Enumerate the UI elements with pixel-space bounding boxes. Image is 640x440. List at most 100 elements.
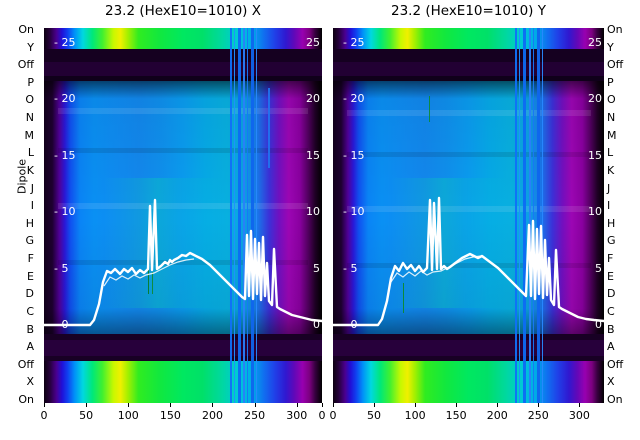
- y-tick-label-10-l: - 10: [54, 205, 76, 219]
- category-tick-a-18: A: [607, 340, 615, 354]
- y-tick-label-5-r: 5: [595, 261, 602, 275]
- x-tick-label-150: 150: [445, 409, 467, 422]
- x-tick-label-300: 300: [286, 409, 308, 422]
- y-tick-label-15-l: - 15: [54, 148, 76, 162]
- x-tick-label-50: 50: [79, 409, 94, 422]
- x-tick-label-150: 150: [159, 409, 181, 422]
- category-tick-n-5: N: [607, 111, 616, 125]
- category-tick-off-2: Off: [17, 58, 34, 72]
- x-tick-label-200: 200: [486, 409, 508, 422]
- y-tick-label-15-l: - 15: [343, 148, 365, 162]
- category-tick-n-5: N: [25, 111, 34, 125]
- x-tick-mark-250: [254, 403, 256, 407]
- y-tick-label-0-l: - 0: [54, 318, 69, 331]
- x-tick-mark-100: [415, 403, 417, 407]
- y-tick-label-15-r: 15: [588, 148, 602, 162]
- trace-line-y: [333, 196, 604, 327]
- y-tick-label-10-r: 10: [306, 205, 320, 219]
- category-axis-right: On Y Off P O N M L K J I H G F E D C B A Off X On: [604, 0, 640, 440]
- heatmap-panel-x[interactable]: - 25 - 20 - 15 - 10 - 5 - 0 25 20 15 10 5 0: [44, 28, 322, 403]
- x-axis-x: 0 50 100 150 200 250 300 0: [41, 403, 326, 437]
- y-tick-label-10-r: 10: [588, 205, 602, 219]
- category-tick-j-9: J: [30, 181, 34, 195]
- trace-line-x: [44, 198, 322, 327]
- category-tick-on-21: On: [18, 393, 34, 406]
- category-tick-on-21: On: [607, 393, 623, 406]
- category-tick-f-13: F: [607, 252, 614, 266]
- category-tick-l-7: L: [607, 146, 614, 160]
- x-tick-mark-300: [579, 403, 581, 407]
- category-tick-on-0: On: [607, 23, 623, 36]
- x-tick-mark-100: [128, 403, 130, 407]
- category-tick-x-20: X: [26, 375, 34, 389]
- category-tick-i-10: I: [607, 199, 611, 213]
- x-tick-label-250: 250: [244, 409, 266, 422]
- category-tick-g-12: G: [607, 234, 616, 248]
- x-tick-mark-150: [170, 403, 172, 407]
- y-tick-label-0-r: 0: [313, 318, 320, 331]
- y-tick-label-0-r: 0: [595, 318, 602, 331]
- x-tick-mark-50: [374, 403, 376, 407]
- x-tick-label-origin-next: 0: [318, 409, 326, 422]
- category-axis-left: On Y Off P O N M L K J I H G F E D C B A Off X On: [0, 0, 36, 440]
- x-tick-label-100: 100: [117, 409, 139, 422]
- category-tick-off-19: Off: [607, 357, 624, 371]
- x-tick-mark-150: [456, 403, 458, 407]
- category-tick-e-14: E: [27, 269, 34, 283]
- category-tick-p-3: P: [607, 75, 614, 89]
- y-tick-label-0-l: - 0: [343, 318, 358, 331]
- category-tick-b-17: B: [26, 322, 34, 336]
- category-tick-k-8: K: [607, 163, 615, 177]
- y-tick-label-10-l: - 10: [343, 205, 365, 219]
- category-tick-g-12: G: [25, 234, 34, 248]
- category-tick-c-16: C: [26, 304, 34, 318]
- heatmap-image-x: [44, 28, 322, 403]
- category-tick-e-14: E: [607, 269, 614, 283]
- y-tick-label-25-l: - 25: [343, 36, 365, 49]
- category-tick-a-18: A: [26, 340, 34, 354]
- y-tick-label-20-l: - 20: [343, 92, 365, 106]
- x-tick-label-0: 0: [329, 409, 337, 422]
- x-tick-mark-0: [44, 403, 45, 407]
- category-tick-m-6: M: [607, 128, 617, 142]
- x-tick-label-250: 250: [527, 409, 549, 422]
- x-tick-label-300: 300: [568, 409, 590, 422]
- category-tick-j-9: J: [607, 181, 611, 195]
- category-tick-l-7: L: [27, 146, 34, 160]
- y-tick-label-15-r: 15: [306, 148, 320, 162]
- y-tick-label-5-l: - 5: [343, 261, 358, 275]
- category-tick-y-1: Y: [607, 40, 614, 54]
- x-tick-label-200: 200: [201, 409, 223, 422]
- category-tick-o-4: O: [607, 93, 616, 107]
- category-tick-o-4: O: [25, 93, 34, 107]
- category-tick-p-3: P: [27, 75, 34, 89]
- x-tick-mark-200: [497, 403, 499, 407]
- heatmap-image-y: [333, 28, 604, 403]
- x-axis-y: 0 50 100 150 200 250 300: [329, 403, 604, 437]
- category-tick-off-19: Off: [17, 357, 34, 371]
- category-tick-d-15: D: [607, 287, 616, 301]
- category-tick-f-13: F: [27, 252, 34, 266]
- category-tick-x-20: X: [607, 375, 615, 389]
- y-tick-label-5-l: - 5: [54, 261, 69, 275]
- panel-title-y: 23.2 (HexE10=1010) Y: [390, 3, 546, 19]
- x-tick-label-100: 100: [404, 409, 426, 422]
- x-tick-mark-50: [86, 403, 88, 407]
- category-tick-d-15: D: [25, 287, 34, 301]
- y-tick-label-25-r: 25: [306, 36, 320, 49]
- y-tick-label-5-r: 5: [313, 261, 320, 275]
- category-tick-y-1: Y: [27, 40, 34, 54]
- category-tick-k-8: K: [26, 163, 34, 177]
- panel-title-x: 23.2 (HexE10=1010) X: [104, 3, 261, 19]
- x-tick-mark-300: [296, 403, 298, 407]
- category-tick-h-11: H: [25, 216, 34, 230]
- category-tick-i-10: I: [30, 199, 34, 213]
- heatmap-panel-y[interactable]: - 25 - 20 - 15 - 10 - 5 - 0 25 20 15 10 5 0: [333, 28, 604, 403]
- y-tick-label-20-r: 20: [306, 92, 320, 106]
- x-tick-mark-origin-next: [322, 403, 323, 407]
- category-tick-m-6: M: [24, 128, 35, 142]
- y-tick-label-25-r: 25: [588, 36, 602, 49]
- y-tick-label-20-l: - 20: [54, 92, 76, 106]
- category-tick-h-11: H: [607, 216, 616, 230]
